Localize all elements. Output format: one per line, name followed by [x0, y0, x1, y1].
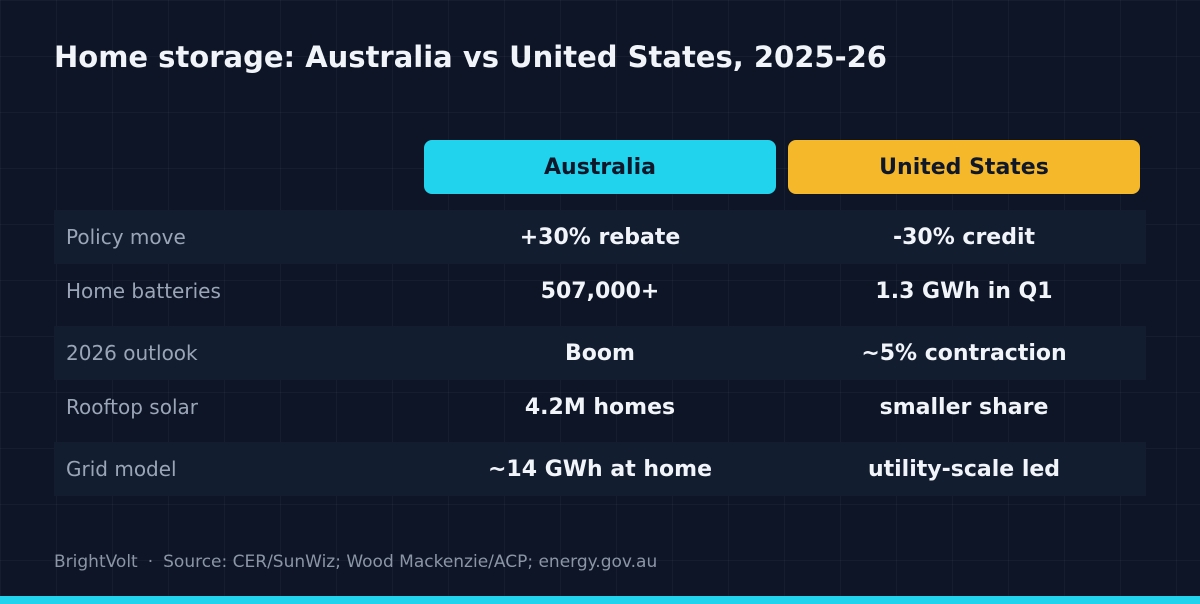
chart-title: Home storage: Australia vs United States… — [54, 40, 887, 74]
table-row-grid-model: Grid model ~14 GWh at home utility-scale… — [54, 442, 1146, 496]
comparison-table: Policy move +30% rebate -30% credit Home… — [54, 210, 1146, 496]
row-label: Rooftop solar — [66, 395, 198, 419]
cell-australia: +30% rebate — [519, 224, 681, 250]
row-label: 2026 outlook — [66, 341, 198, 365]
cell-australia: 507,000+ — [540, 278, 660, 304]
cell-united-states: -30% credit — [892, 224, 1036, 250]
cell-australia: 4.2M homes — [524, 394, 676, 420]
table-row-policy-move: Policy move +30% rebate -30% credit — [54, 210, 1146, 264]
table-row-2026-outlook: 2026 outlook Boom ~5% contraction — [54, 326, 1146, 380]
column-header-united-states: United States — [788, 140, 1140, 194]
accent-bar — [0, 596, 1200, 604]
footer: BrightVolt · Source: CER/SunWiz; Wood Mack… — [54, 552, 657, 572]
column-header-australia: Australia — [424, 140, 776, 194]
footer-separator: · — [147, 552, 154, 572]
table-row-rooftop-solar: Rooftop solar 4.2M homes smaller share — [54, 380, 1146, 442]
row-label: Home batteries — [66, 279, 221, 303]
table-row-home-batteries: Home batteries 507,000+ 1.3 GWh in Q1 — [54, 264, 1146, 326]
cell-united-states: smaller share — [879, 394, 1049, 420]
brand-name: BrightVolt — [54, 552, 138, 572]
cell-australia: Boom — [565, 340, 635, 366]
cell-united-states: utility-scale led — [867, 456, 1061, 482]
cell-united-states: 1.3 GWh in Q1 — [875, 278, 1053, 304]
row-label: Policy move — [66, 225, 186, 249]
cell-united-states: ~5% contraction — [861, 340, 1067, 366]
cell-australia: ~14 GWh at home — [488, 456, 712, 482]
row-label: Grid model — [66, 457, 177, 481]
source-note: Source: CER/SunWiz; Wood Mackenzie/ACP; … — [163, 552, 658, 572]
